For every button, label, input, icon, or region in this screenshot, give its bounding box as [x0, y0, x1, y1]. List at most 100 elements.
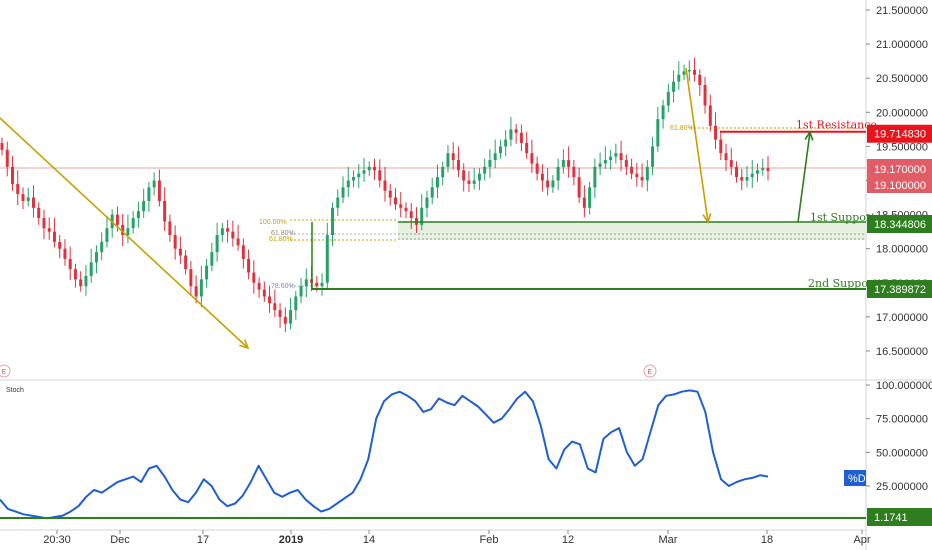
y-tick-label: 18.000000 — [876, 244, 928, 256]
candle-body — [493, 153, 497, 161]
resistance-badge-text: 19.714830 — [874, 129, 926, 141]
stoch-title: Stoch — [6, 387, 24, 394]
candle-body — [572, 166, 576, 178]
candle-body — [226, 228, 230, 232]
candle-body — [393, 197, 397, 205]
candle-body — [693, 70, 697, 75]
candle-body — [703, 85, 707, 106]
drop-arrow — [685, 67, 709, 223]
candle-body — [729, 160, 733, 167]
candle-body — [378, 170, 382, 181]
candle-body — [268, 296, 272, 304]
candle-body — [614, 153, 618, 157]
candle-body — [189, 269, 193, 287]
candle-body — [63, 248, 67, 259]
drop-arrow-head — [702, 213, 712, 224]
candle-body — [698, 74, 702, 86]
x-tick-label: 20:30 — [43, 534, 71, 546]
candle-body — [94, 252, 98, 263]
last-low-text: 19.100000 — [874, 180, 926, 192]
candle-body — [289, 310, 293, 324]
x-tick-label: 14 — [363, 534, 375, 546]
candle-body — [609, 156, 613, 161]
candle-body — [588, 187, 592, 208]
candle-body — [687, 70, 691, 72]
candle-body — [404, 207, 408, 212]
candle-body — [142, 200, 146, 212]
candle-body — [299, 286, 303, 297]
event-marker — [643, 364, 657, 378]
candle-body — [84, 275, 88, 287]
candle-body — [357, 173, 361, 178]
threshold-badge — [867, 508, 932, 526]
candle-body — [131, 218, 135, 229]
candle-body — [42, 218, 46, 229]
candle-body — [498, 146, 502, 154]
candle-body — [341, 187, 345, 198]
candle-body — [352, 177, 356, 181]
candle-body — [477, 173, 481, 181]
candle-body — [136, 211, 140, 219]
candle-body — [462, 170, 466, 181]
y-tick-label: 21.000000 — [876, 39, 928, 51]
x-tick-label: 18 — [761, 534, 773, 546]
fib-label: 61.80% — [271, 230, 295, 237]
candle-body — [157, 180, 161, 201]
y-tick-label: 20.000000 — [876, 107, 928, 119]
x-tick-label: Feb — [480, 534, 499, 546]
candle-body — [708, 105, 712, 126]
x-tick-label: 12 — [562, 534, 574, 546]
candle-body — [100, 241, 104, 253]
candle-body — [220, 228, 224, 236]
candle-body — [168, 221, 172, 236]
candle-body — [546, 180, 550, 188]
event-marker-label: E — [648, 369, 653, 376]
candle-body — [37, 207, 41, 219]
candle-body — [26, 197, 30, 201]
stoch-line — [0, 389, 769, 520]
candle-body — [640, 177, 644, 181]
last-high-text: 19.170000 — [874, 164, 926, 176]
candle-body — [383, 180, 387, 191]
candle-body — [399, 204, 403, 208]
candle-body — [331, 207, 335, 236]
candle-body — [677, 74, 681, 82]
candle-body — [147, 187, 151, 201]
candle-body — [635, 173, 639, 178]
stoch-tick-label: 25.000000 — [876, 481, 928, 493]
candle-body — [577, 177, 581, 198]
candle-body — [58, 241, 62, 249]
candle-body — [21, 194, 25, 201]
candle-body — [472, 180, 476, 184]
candle-body — [152, 180, 156, 188]
candle-body — [320, 282, 324, 287]
candle-body — [509, 129, 513, 140]
candle-body — [750, 173, 754, 178]
candle-body — [525, 142, 529, 154]
candle-body — [719, 139, 723, 154]
candle-body — [273, 303, 277, 311]
support2-badge — [867, 280, 932, 298]
candle-body — [430, 187, 434, 198]
y-tick-label: 21.500000 — [876, 5, 928, 17]
x-tick-label: Apr — [853, 534, 870, 546]
candle-body — [745, 177, 749, 181]
support1-label: 1st Support — [810, 211, 876, 224]
pd-badge — [844, 470, 866, 486]
candle-body — [163, 200, 167, 222]
support2-badge-text: 17.389872 — [874, 284, 926, 296]
candle-body — [210, 252, 214, 266]
candle-body — [194, 286, 198, 297]
support1-badge — [867, 215, 932, 233]
candle-body — [666, 91, 670, 106]
rebound-arrow — [797, 131, 811, 223]
candle-body — [0, 142, 4, 150]
candle-body — [283, 316, 287, 324]
candle-body — [630, 166, 634, 174]
x-tick-label: 2019 — [279, 534, 303, 546]
candle-body — [672, 81, 676, 92]
candle-body — [514, 129, 518, 133]
